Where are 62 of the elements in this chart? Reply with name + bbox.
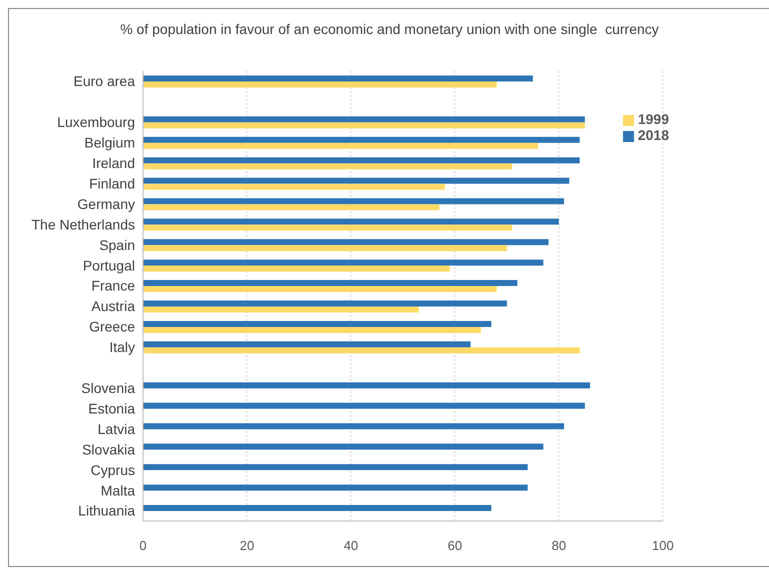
chart-title: % of population in favour of an economic and monetary union with one single currency: [119, 21, 660, 37]
bar: [143, 341, 470, 348]
bar: [143, 82, 496, 88]
bar: [143, 444, 544, 450]
bar: [143, 198, 564, 204]
bar: [143, 464, 528, 470]
y-tick-label: Malta: [100, 482, 136, 498]
y-tick-label: Greece: [89, 318, 136, 335]
x-tick-label: 60: [448, 538, 462, 554]
bar: [143, 260, 544, 266]
bar: [143, 218, 559, 225]
y-tick-label: The Netherlands: [31, 216, 135, 232]
y-tick-label: France: [91, 278, 136, 294]
y-tick-label: Germany: [77, 196, 135, 212]
y-tick-label: Luxembourg: [57, 114, 135, 130]
x-tick-label: 80: [552, 538, 566, 554]
bar: [143, 423, 564, 430]
y-tick-label: Finland: [89, 175, 135, 192]
y-tick-label: Euro area: [74, 73, 136, 90]
x-tick-label: 40: [344, 538, 358, 554]
bar: [143, 300, 507, 306]
bar: [143, 245, 507, 252]
x-tick-label: 20: [240, 538, 254, 554]
bar: [143, 142, 538, 149]
y-tick-label: Portugal: [82, 257, 135, 274]
bar: [143, 505, 492, 512]
bar: [143, 76, 533, 82]
y-tick-label: Austria: [91, 298, 136, 314]
y-tick-label: Lithuania: [78, 502, 136, 519]
y-tick-label: Latvia: [98, 420, 136, 437]
bar: [143, 136, 580, 143]
y-tick-label: Belgium: [84, 134, 135, 151]
y-tick-label: Ireland: [92, 155, 135, 172]
legend-label: 2018: [638, 127, 669, 143]
bar: [143, 280, 518, 286]
y-tick-label: Estonia: [88, 400, 136, 416]
x-tick-label: 0: [139, 538, 147, 554]
bar: [143, 204, 440, 210]
bar: [143, 402, 585, 409]
bar: [143, 239, 548, 246]
bar: [143, 184, 445, 190]
bar: [143, 306, 419, 312]
bar: [143, 122, 585, 128]
legend-label: 1999: [638, 111, 669, 127]
bar: [143, 266, 450, 272]
y-tick-label: Italy: [109, 339, 135, 356]
bar: [143, 286, 496, 292]
y-tick-label: Slovakia: [82, 441, 136, 458]
bar: [143, 347, 580, 354]
y-tick-label: Cyprus: [90, 462, 135, 478]
bar: [143, 326, 481, 333]
bar: [143, 157, 580, 164]
bar: [143, 484, 528, 491]
bar: [143, 320, 492, 327]
bar: [143, 116, 585, 122]
bar: [143, 163, 512, 170]
x-tick-label: 100: [652, 538, 674, 554]
bar: [143, 224, 512, 231]
bar: [143, 382, 590, 388]
y-tick-label: Spain: [99, 236, 135, 253]
bar: [143, 178, 570, 184]
y-tick-label: Slovenia: [81, 380, 136, 396]
